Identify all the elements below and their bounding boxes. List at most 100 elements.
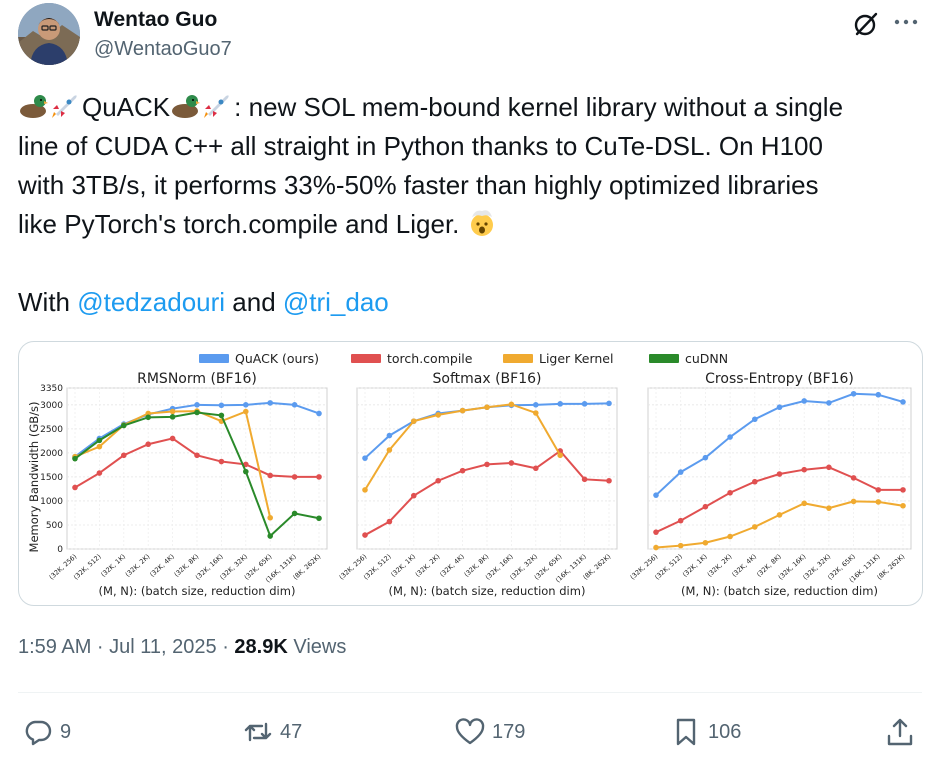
x-tick-label: (32K, 1K) [389,553,417,579]
repost-count: 47 [280,720,303,743]
data-point [801,398,807,404]
data-point [727,434,733,440]
data-point [875,391,882,398]
legend-label: torch.compile [387,351,473,366]
author-name[interactable]: Wentao Guo [94,8,218,31]
legend-item-2: Liger Kernel [503,351,613,366]
data-point [316,410,322,417]
series-torch-compile [72,435,322,491]
data-point [459,407,466,414]
tweet-line-2: line of CUDA C++ all straight in Python … [18,131,823,161]
tweet-line-3: with 3TB/s, it performs 33%-50% faster t… [18,170,819,200]
legend-item-1: torch.compile [351,351,473,366]
data-point [96,437,103,444]
with-prefix: With [18,287,78,317]
data-point [850,390,857,397]
data-point [145,410,151,417]
data-point [316,474,322,480]
more-icon[interactable] [894,18,918,26]
data-point [243,468,249,475]
mention-tedzadouri[interactable]: @tedzadouri [77,287,226,317]
data-point [362,455,368,461]
y-tick-label: 1000 [40,497,63,507]
tweet-quack-word: QuACK [82,92,171,122]
like-icon [455,718,485,745]
legend-swatch [351,354,381,363]
data-point [900,399,906,405]
like-button[interactable]: 179 [454,716,525,748]
series-torch-compile [653,464,906,535]
data-point [875,487,882,493]
tweet-line-4: like PyTorch's torch.compile and Liger. [18,209,460,239]
x-tick-label: (32K, 4K) [730,553,758,579]
bookmark-icon [676,718,696,746]
x-tick-label: (32K, 2K) [124,553,152,579]
bookmark-button[interactable]: 106 [670,716,741,748]
data-point [459,467,466,474]
data-point [435,477,442,484]
data-point [243,408,249,415]
data-point [900,502,906,509]
exploding-head-emoji [470,210,493,236]
chart-title: Softmax (BF16) [433,371,542,387]
data-point [776,404,783,411]
data-point [677,517,684,524]
repost-button[interactable]: 47 [242,716,302,748]
tweet-line-1: : new SOL mem-bound kernel library witho… [234,92,844,122]
legend-label: QuACK (ours) [235,351,319,366]
series-liger-kernel [653,498,906,551]
data-point [776,512,783,518]
tweet-text: QuACK : new SOL mem-bound kernel library … [18,88,918,322]
grok-icon[interactable] [852,10,880,38]
chart-title: Cross-Entropy (BF16) [705,371,854,387]
data-point [850,475,857,481]
x-tick-label: (32K, 4K) [438,553,466,579]
x-axis-label: (M, N): (batch size, reduction dim) [681,584,878,598]
data-point [653,544,659,551]
data-point [557,452,563,459]
chart-panel-2: Cross-Entropy (BF16)(32K, 256)(32K, 512)… [629,371,912,598]
data-point [267,514,273,521]
y-tick-label: 2000 [40,449,63,459]
data-point [508,401,515,408]
data-point [362,532,368,538]
data-point [194,452,200,459]
data-point [533,465,539,472]
data-point [411,492,417,499]
author-handle[interactable]: @WentaoGuo7 [94,38,232,60]
like-count: 179 [492,720,526,743]
and-text: and [225,287,283,317]
data-point [218,458,225,465]
data-point [801,466,807,473]
data-point [653,529,659,535]
repost-icon [244,722,272,742]
reply-count: 9 [60,720,72,743]
data-point [411,418,417,424]
data-point [484,404,490,411]
legend-label: Liger Kernel [539,351,613,366]
data-point [386,432,393,439]
data-point [702,539,709,546]
data-point [121,452,127,459]
avatar[interactable] [18,3,80,65]
data-point [291,474,298,480]
views-count: 28.9K [234,636,288,658]
mention-tri-dao[interactable]: @tri_dao [282,287,389,317]
reply-icon [25,720,52,746]
data-point [96,470,103,476]
share-button[interactable] [884,716,922,748]
legend-swatch [503,354,533,363]
duck-emoji [172,95,201,118]
duck-emoji [20,95,48,118]
data-point [316,515,322,522]
legend-label: cuDNN [685,351,728,366]
tweet-timestamp[interactable]: 1:59 AM · Jul 11, 2025 · [18,636,235,658]
data-point [752,524,758,530]
tweet-media-chart[interactable]: QuACK (ours) torch.compile Liger Kernel cuD… [18,341,923,606]
data-point [267,400,273,406]
data-point [557,401,563,407]
data-point [386,447,393,453]
chart-title: RMSNorm (BF16) [137,371,257,387]
data-point [776,471,783,477]
reply-button[interactable]: 9 [22,716,71,748]
